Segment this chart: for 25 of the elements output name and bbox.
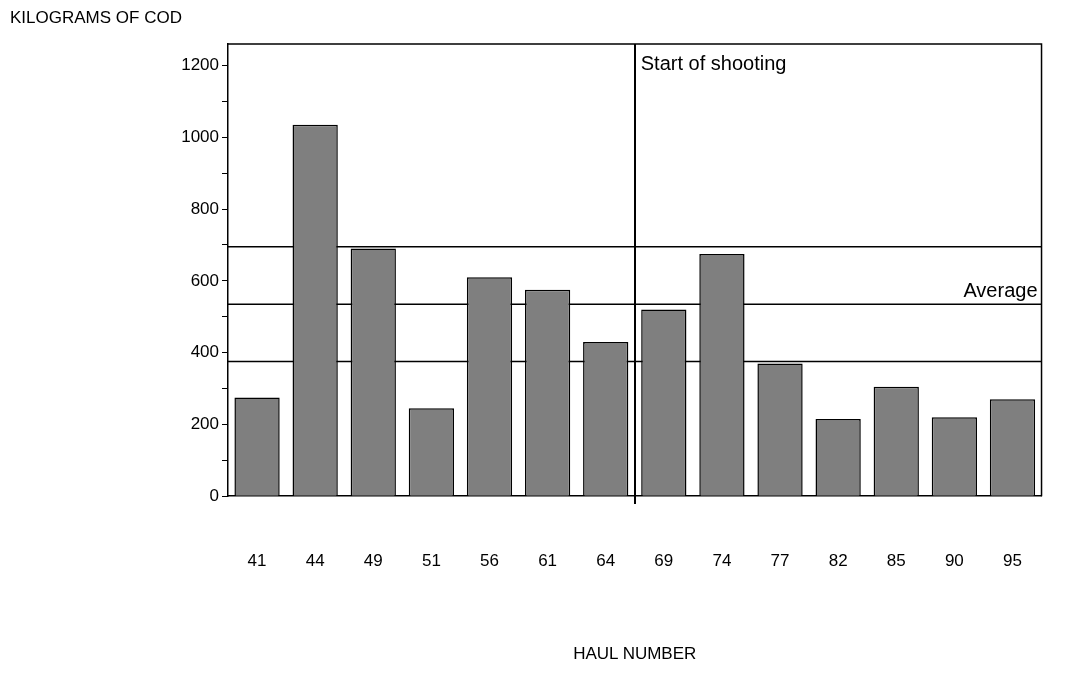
x-tick-label: 51 [421, 551, 441, 571]
x-tick-label: 49 [363, 551, 383, 571]
x-tick-label: 44 [305, 551, 325, 571]
x-tick-label: 95 [1003, 551, 1022, 571]
x-tick-label: 85 [886, 551, 906, 571]
x-tick-label: 41 [247, 551, 267, 571]
x-tick-label: 56 [480, 551, 499, 571]
x-tick-label: 90 [944, 551, 964, 571]
y-tick-label: 200 [190, 414, 219, 434]
y-tick-label: 400 [190, 342, 219, 362]
x-tick-label: 77 [770, 551, 790, 571]
x-tick-label: 74 [712, 551, 732, 571]
x-tick-label: 61 [538, 551, 558, 571]
y-tick-label: 800 [190, 198, 219, 218]
y-tick-label: 1200 [181, 55, 219, 75]
y-tick-label: 0 [209, 485, 219, 505]
ref-line-label: Average [963, 278, 1038, 301]
y-tick-label: 1000 [181, 127, 219, 146]
x-tick-label: 82 [828, 551, 848, 571]
y-axis-title: KILOGRAMS OF COD [10, 8, 182, 28]
x-tick-label: 64 [596, 551, 616, 571]
x-axis-title: HAUL NUMBER [573, 644, 697, 664]
annotation: Start of shooting [640, 51, 787, 74]
y-tick-label: 600 [190, 270, 219, 290]
x-tick-label: 69 [654, 551, 674, 571]
